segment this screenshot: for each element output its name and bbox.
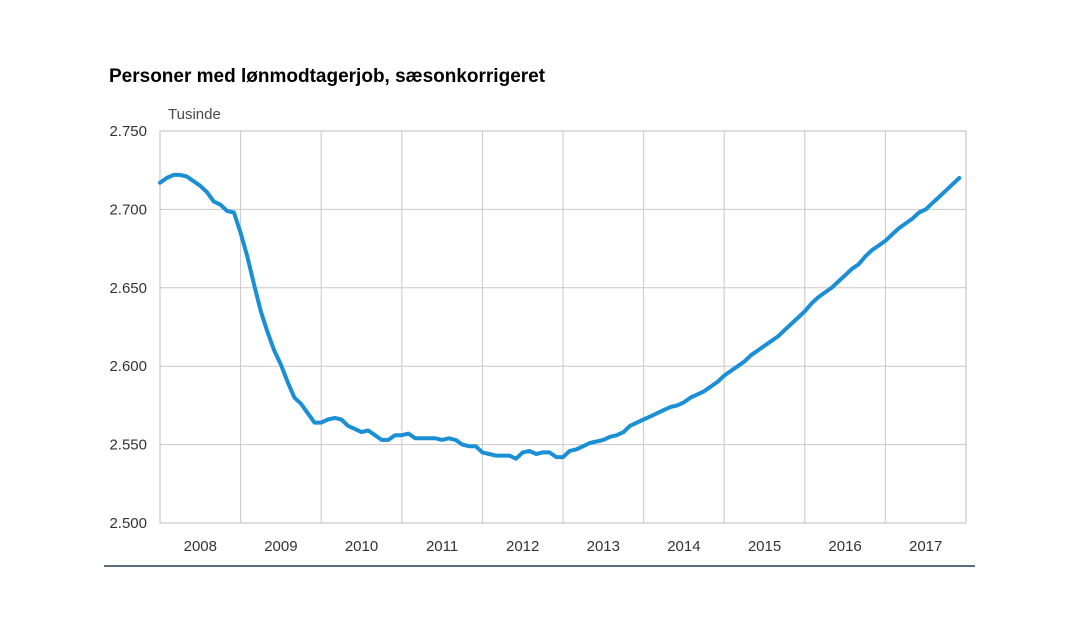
unit-label: Tusinde: [168, 106, 221, 123]
y-axis-ticks: 2.500 2.550 2.600 2.650 2.700 2.750: [109, 123, 147, 532]
x-tick-label: 2012: [506, 538, 539, 555]
y-tick-label: 2.650: [109, 280, 147, 297]
y-tick-label: 2.600: [109, 358, 147, 375]
plot-frame: [159, 130, 967, 524]
chart-title: Personer med lønmodtagerjob, sæsonkorrig…: [109, 66, 546, 87]
y-tick-label: 2.550: [109, 437, 147, 454]
x-axis-ticks: 2008 2009 2010 2011 2012 2013 2014 2015 2016 2017: [184, 538, 943, 555]
y-tick-label: 2.750: [109, 123, 147, 140]
x-tick-label: 2014: [667, 538, 700, 555]
x-tick-label: 2011: [426, 538, 458, 555]
x-tick-label: 2016: [828, 538, 861, 555]
y-tick-label: 2.500: [109, 515, 147, 532]
x-tick-label: 2008: [184, 538, 217, 555]
x-tick-label: 2017: [909, 538, 942, 555]
y-tick-label: 2.700: [109, 201, 147, 218]
x-tick-label: 2015: [748, 538, 781, 555]
series-line: [158, 172, 962, 461]
grid-lines: [160, 130, 966, 524]
x-tick-label: 2013: [587, 538, 620, 555]
x-tick-label: 2010: [345, 538, 378, 555]
x-tick-label: 2009: [264, 538, 297, 555]
